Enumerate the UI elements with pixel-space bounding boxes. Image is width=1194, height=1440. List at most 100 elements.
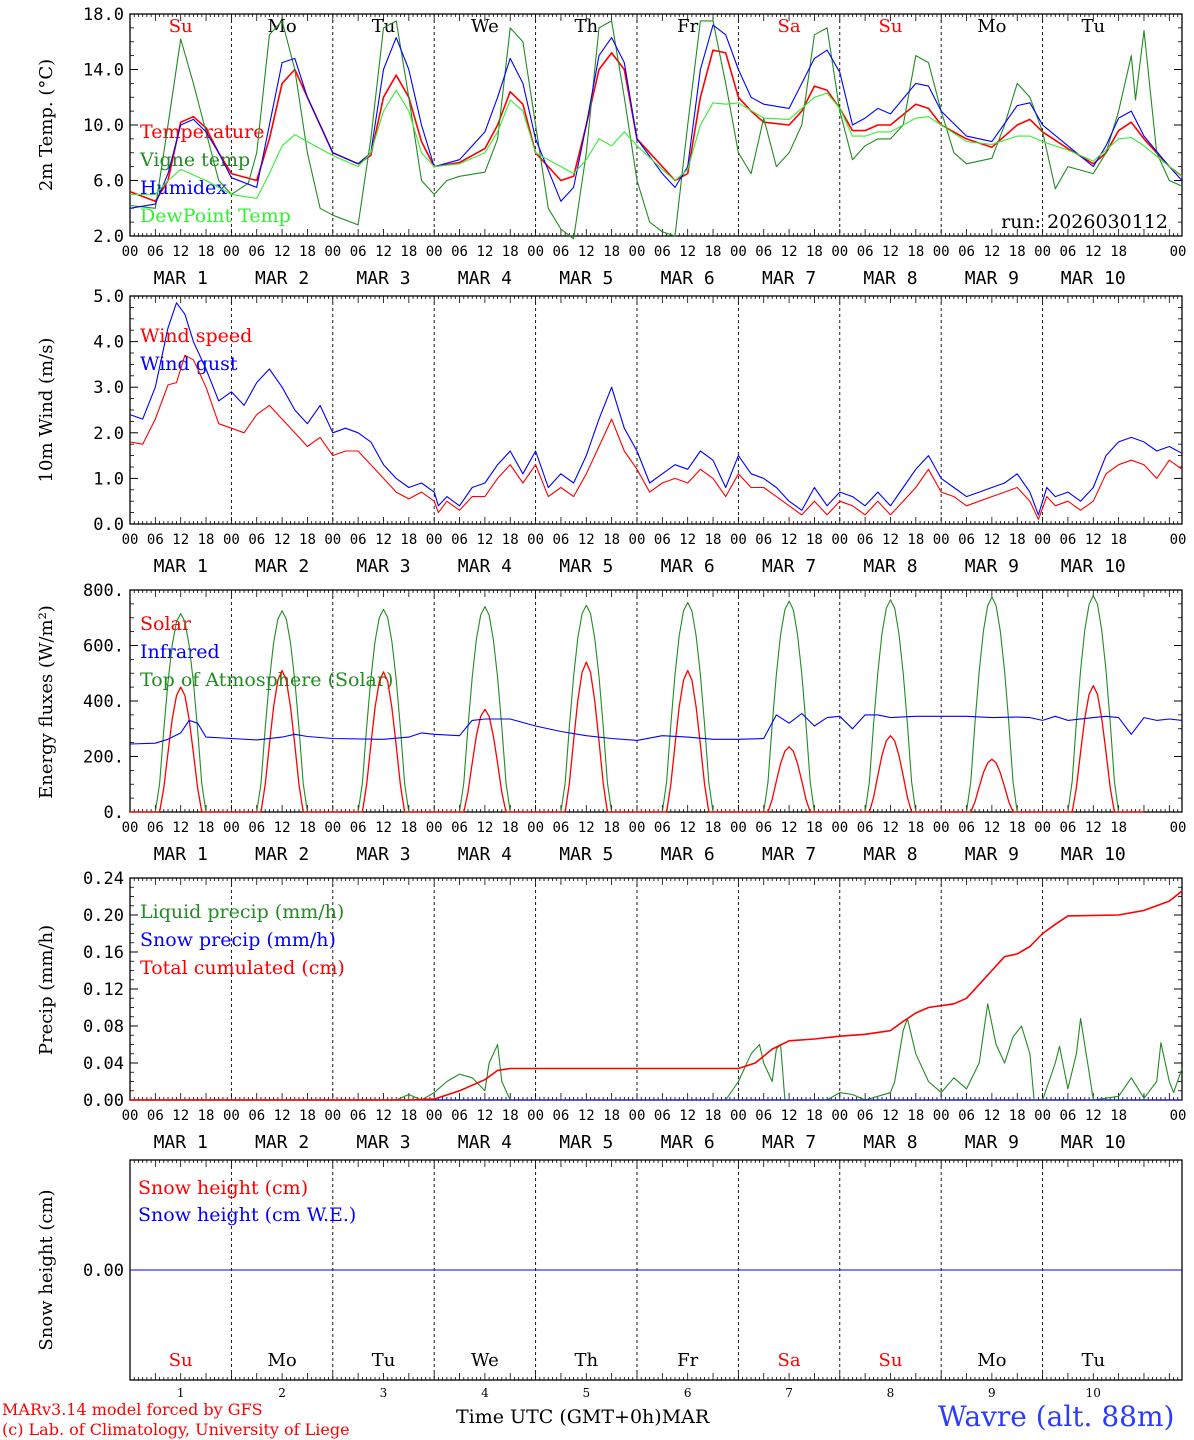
- hour-tick-label: 12: [476, 532, 493, 548]
- date-label: MAR 5: [559, 844, 613, 865]
- y-tick-label: 10.0: [83, 116, 124, 136]
- date-label: MAR 10: [1061, 268, 1126, 289]
- credit-line-1: MARv3.14 model forced by GFS: [2, 1400, 263, 1419]
- hour-tick-label: 00: [1034, 244, 1051, 260]
- hour-tick-label: 06: [451, 1108, 468, 1124]
- y-tick-label: 4.0: [93, 333, 124, 353]
- hour-tick-label: 18: [400, 532, 417, 548]
- humidex-line: [129, 24, 1183, 209]
- hour-tick-label: 00: [831, 532, 848, 548]
- day-number-label: 10: [1086, 1386, 1101, 1400]
- hour-tick-label: 18: [400, 820, 417, 836]
- hour-tick-label: 06: [147, 820, 164, 836]
- date-label: MAR 4: [458, 556, 512, 577]
- y-tick-label: 0.: [104, 803, 124, 823]
- hour-tick-label: 00: [527, 1108, 544, 1124]
- hour-tick-label: 00: [527, 532, 544, 548]
- date-label: MAR 7: [762, 1132, 816, 1153]
- date-label: MAR 3: [356, 1132, 410, 1153]
- hour-tick-label: 12: [172, 532, 189, 548]
- hour-tick-label: 12: [172, 1108, 189, 1124]
- date-label: MAR 3: [356, 556, 410, 577]
- y-tick-label: 0.0: [93, 515, 124, 535]
- hour-tick-label: 12: [1085, 1108, 1102, 1124]
- legend-entry: Snow height (cm W.E.): [138, 1204, 356, 1226]
- hour-tick-label: 00: [933, 1108, 950, 1124]
- hour-tick-label: 00: [1034, 1108, 1051, 1124]
- hour-tick-label: 00: [1034, 820, 1051, 836]
- hour-tick-label: 06: [958, 244, 975, 260]
- hour-tick-label: 06: [755, 532, 772, 548]
- hour-tick-label: 00: [426, 532, 443, 548]
- hour-tick-label: 18: [1009, 244, 1026, 260]
- y-axis-label: Snow height (cm): [36, 1189, 57, 1350]
- hour-tick-label: 18: [502, 244, 519, 260]
- legend-entry: Humidex: [140, 177, 227, 199]
- hour-tick-label: 12: [172, 244, 189, 260]
- hour-tick-label: 06: [553, 1108, 570, 1124]
- weekday-label: We: [471, 16, 499, 37]
- hour-tick-label: 00: [629, 1108, 646, 1124]
- hour-tick-label: 18: [705, 1108, 722, 1124]
- hour-tick-label: 12: [274, 1108, 291, 1124]
- panel-2-frame: [129, 295, 1183, 525]
- hour-tick-label: 12: [172, 820, 189, 836]
- hour-tick-label: 18: [907, 820, 924, 836]
- legend-entry: Total cumulated (cm): [140, 957, 345, 979]
- hour-tick-label: 06: [654, 1108, 671, 1124]
- hour-tick-label: 06: [1059, 244, 1076, 260]
- hour-tick-label: 18: [1110, 1108, 1127, 1124]
- hour-tick-label: 00: [324, 1108, 341, 1124]
- hour-tick-label: 06: [248, 1108, 265, 1124]
- date-label: MAR 10: [1061, 556, 1126, 577]
- weekday-label: Su: [879, 16, 903, 37]
- hour-tick-label: 00: [324, 532, 341, 548]
- date-label: MAR 10: [1061, 844, 1126, 865]
- hour-tick-label: 12: [578, 532, 595, 548]
- legend-entry: Temperature: [140, 121, 264, 143]
- day-number-label: 2: [278, 1386, 286, 1400]
- hour-tick-label: 18: [806, 244, 823, 260]
- hour-tick-label: 12: [476, 820, 493, 836]
- hour-tick-label: 12: [983, 532, 1000, 548]
- weekday-label: Fr: [677, 1350, 698, 1371]
- hour-tick-label: 12: [1085, 532, 1102, 548]
- hour-tick-label: 18: [907, 244, 924, 260]
- hour-tick-label: 06: [451, 820, 468, 836]
- date-label: MAR 1: [154, 844, 208, 865]
- hour-tick-label: 06: [248, 820, 265, 836]
- hour-tick-label: 12: [375, 532, 392, 548]
- weekday-label: Mo: [977, 1350, 1006, 1371]
- hour-tick-label: 12: [679, 820, 696, 836]
- hour-tick-label: 00: [933, 244, 950, 260]
- y-tick-label: 0.00: [83, 1261, 124, 1281]
- day-number-label: 9: [988, 1386, 996, 1400]
- date-label: MAR 9: [965, 268, 1019, 289]
- date-label: MAR 10: [1061, 1132, 1126, 1153]
- hour-tick-label: 06: [1059, 532, 1076, 548]
- hour-tick-label: 06: [857, 532, 874, 548]
- vigne-temp-line: [129, 20, 1183, 240]
- date-label: MAR 3: [356, 844, 410, 865]
- wind-gust-line: [129, 302, 1183, 516]
- hour-tick-label: 06: [553, 820, 570, 836]
- hour-tick-label: 00: [1170, 820, 1187, 836]
- weekday-label: Mo: [267, 16, 296, 37]
- weekday-label: Tu: [372, 16, 396, 37]
- hour-tick-label: 18: [603, 532, 620, 548]
- hour-tick-label: 18: [705, 820, 722, 836]
- date-label: MAR 3: [356, 268, 410, 289]
- hour-tick-label: 18: [400, 1108, 417, 1124]
- legend-entry: Snow height (cm): [138, 1177, 308, 1199]
- y-tick-label: 0.24: [83, 869, 124, 889]
- hour-tick-label: 18: [1110, 244, 1127, 260]
- hour-tick-label: 12: [476, 244, 493, 260]
- hour-tick-label: 06: [350, 1108, 367, 1124]
- date-label: MAR 7: [762, 556, 816, 577]
- hour-tick-label: 18: [603, 1108, 620, 1124]
- date-label: MAR 7: [762, 268, 816, 289]
- y-axis-label: Precip (mm/h): [36, 925, 57, 1055]
- hour-tick-label: 06: [147, 532, 164, 548]
- hour-tick-label: 00: [426, 1108, 443, 1124]
- hour-tick-label: 06: [654, 532, 671, 548]
